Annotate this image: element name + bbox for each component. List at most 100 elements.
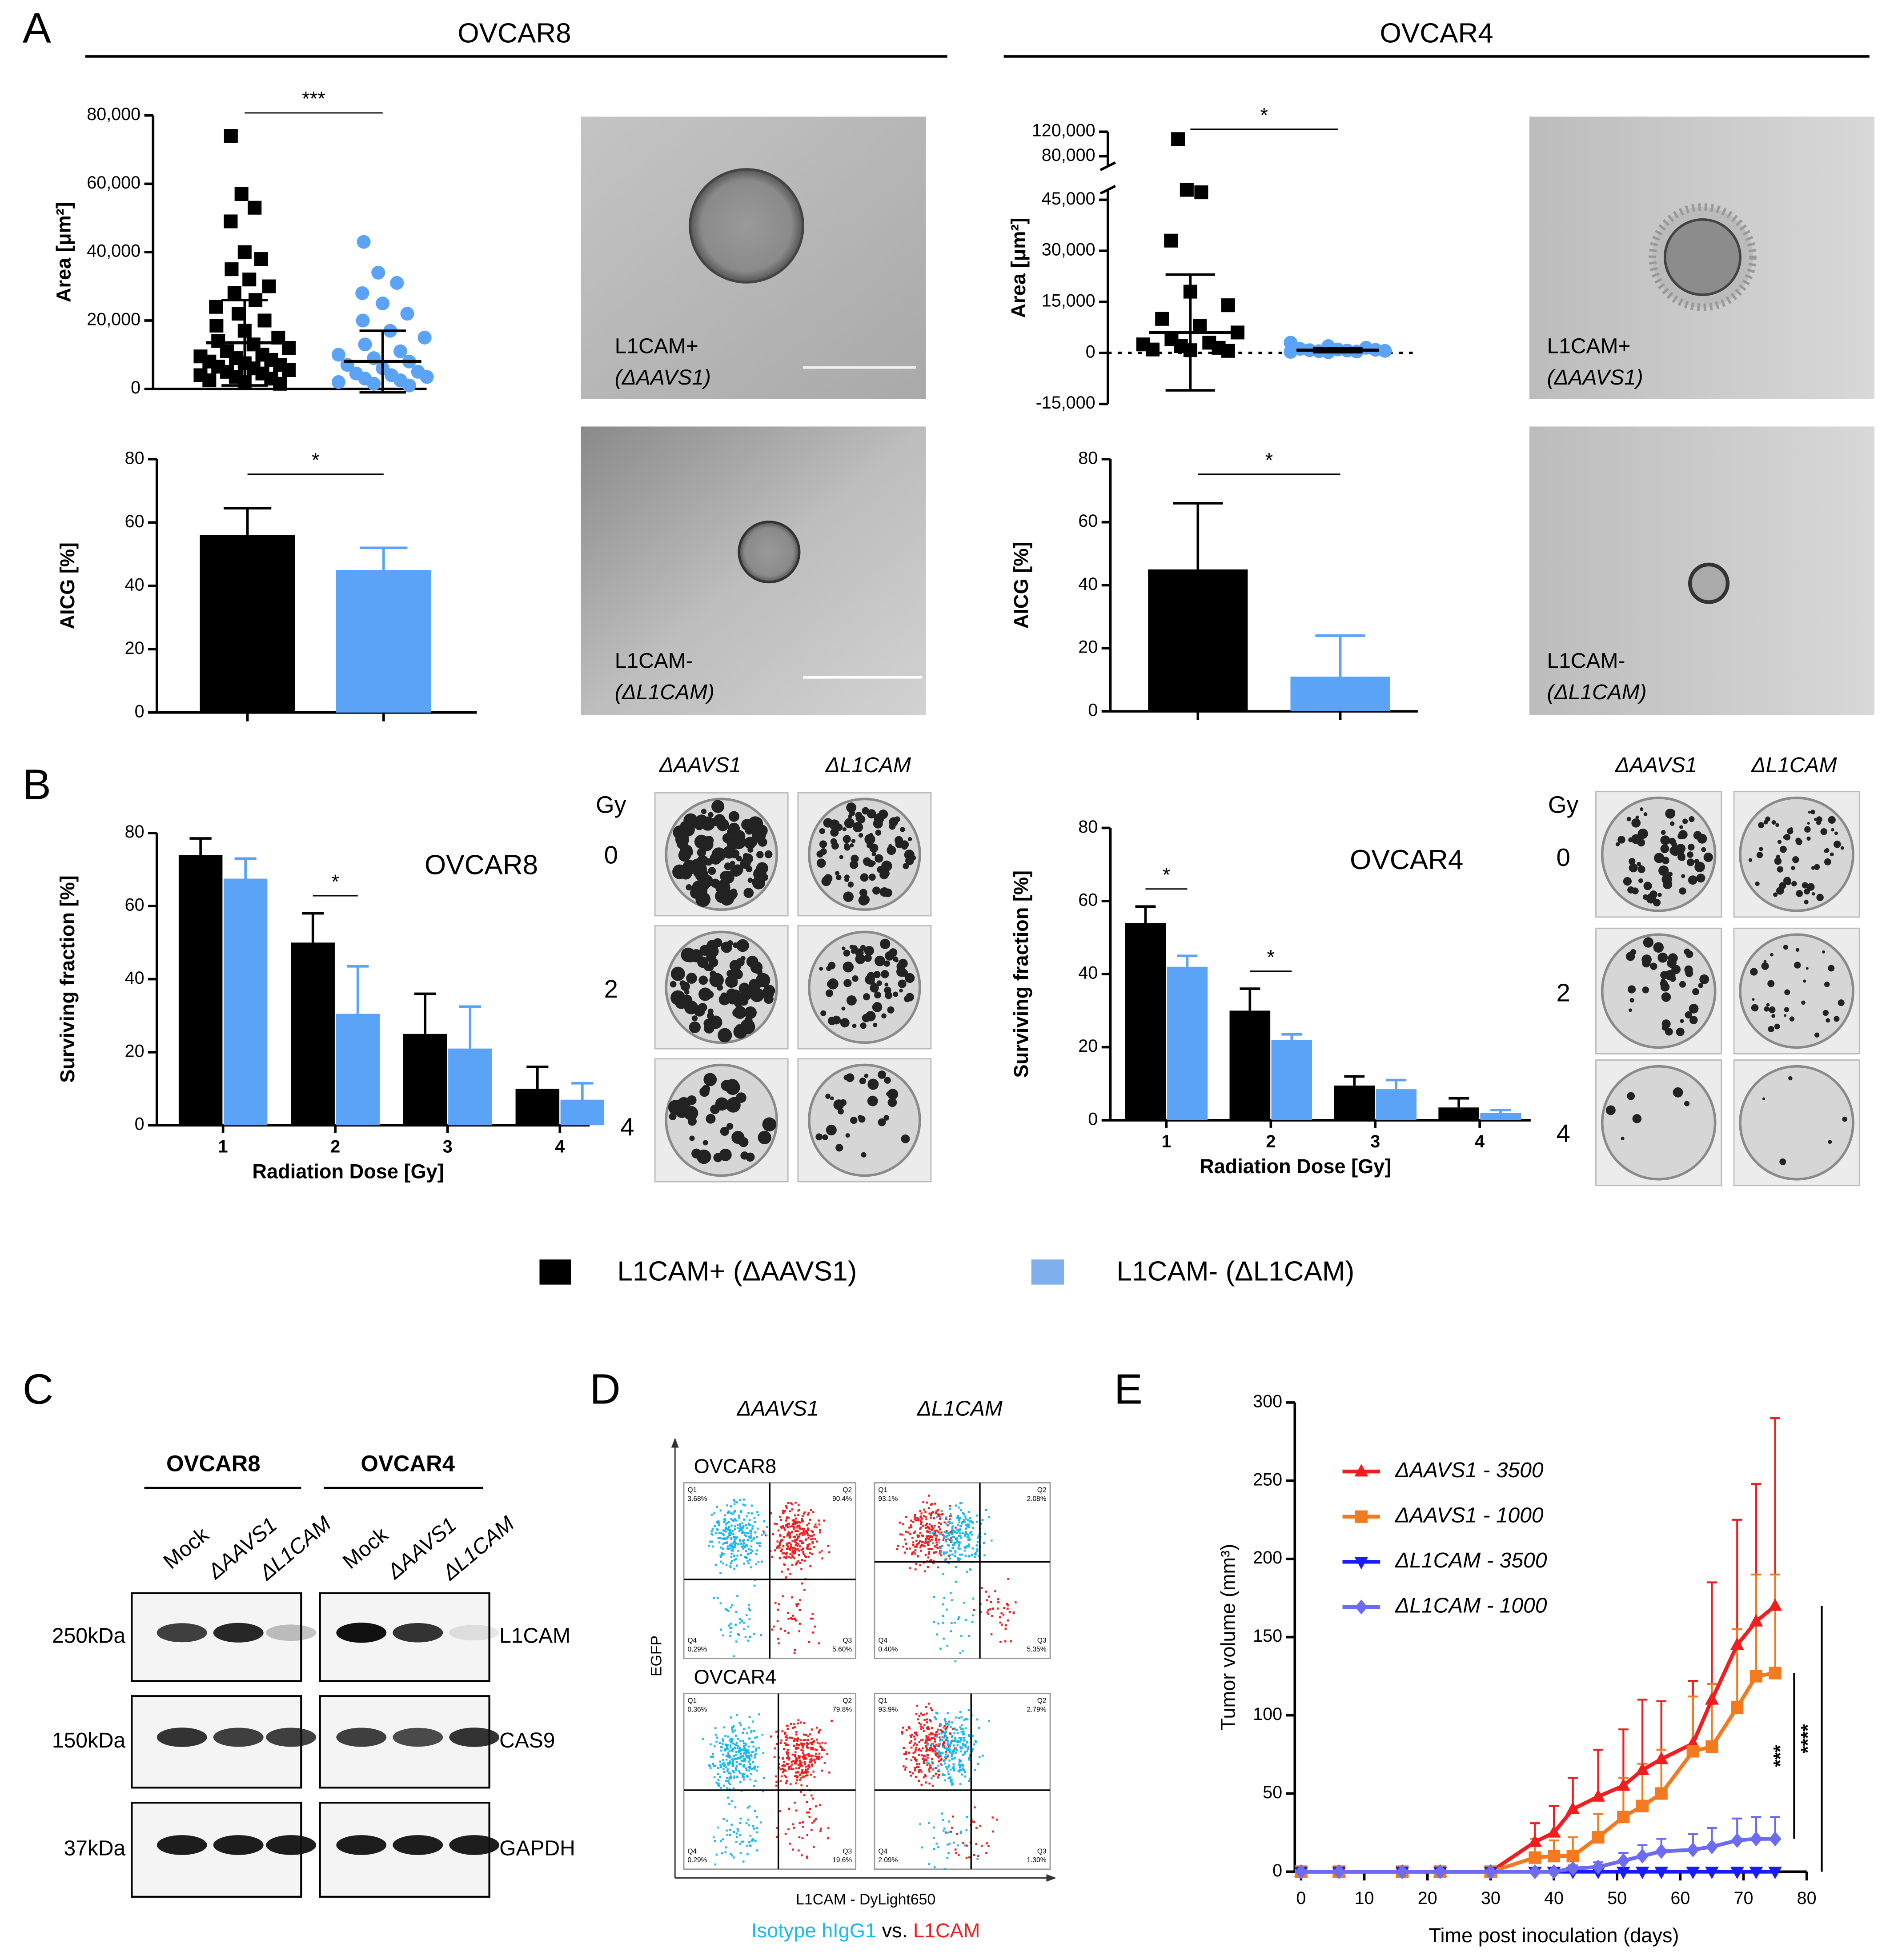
flow-event [949,1539,951,1541]
flow-event [715,1531,718,1534]
colony [845,1133,850,1138]
quadrant-name: Q4 [878,1848,887,1855]
flow-event [799,1521,802,1524]
flow-x-label: L1CAM - DyLight650 [796,1891,935,1908]
spheroid [1688,562,1730,604]
colony [725,1079,739,1093]
flow-event [740,1760,743,1762]
flow-event [805,1774,807,1777]
colony [1663,880,1673,890]
flow-event [809,1741,812,1744]
flow-event [914,1769,916,1772]
micrograph-label: (ΔL1CAM) [1547,681,1646,704]
y-tick-label: 0 [1088,700,1098,720]
flow-event [783,1556,786,1559]
flow-event [997,1601,999,1603]
flow-event [905,1729,908,1732]
flow-event [988,1720,991,1723]
flow-event [947,1538,949,1540]
flow-event [820,1756,823,1759]
marker [1616,1778,1630,1791]
flow-event [749,1763,751,1765]
flow-event [923,1730,925,1732]
x-tick-label: 1 [218,1137,228,1157]
flow-event [783,1529,786,1531]
flow-event [977,1763,979,1765]
flow-event [750,1549,752,1551]
flow-event [978,1756,981,1758]
flow-event [959,1832,962,1835]
flow-event [753,1537,755,1539]
x-tick-label: 70 [1734,1888,1754,1908]
flow-event [744,1556,747,1559]
flow-event [752,1751,754,1753]
colony [1783,877,1791,885]
colony [1771,1014,1776,1018]
x-tick-label: 0 [1296,1888,1306,1908]
colony [1681,874,1685,878]
y-tick-label: 40 [125,575,144,594]
flow-event [812,1748,814,1751]
flow-event [949,1751,951,1754]
quadrant-value: 3.68% [687,1495,707,1503]
flow-event [927,1737,929,1740]
flow-event [951,1721,953,1724]
flow-event [945,1731,947,1733]
flow-event [791,1737,793,1739]
flow-event [976,1858,979,1860]
flow-event [722,1543,724,1546]
flow-event [924,1511,927,1513]
flow-event [731,1730,734,1733]
flow-event [947,1773,950,1776]
colony [866,842,872,848]
blot-band [266,1728,317,1747]
flow-event [996,1607,999,1610]
flow-event [787,1744,789,1746]
flow-event [922,1535,924,1537]
flow-event [793,1547,795,1549]
flow-event [819,1742,821,1745]
flow-event [948,1534,951,1536]
colony [1629,858,1636,865]
colony [1807,883,1815,891]
flow-event [963,1730,965,1733]
flow-event [811,1765,814,1768]
flow-event [729,1834,731,1836]
flow-event [750,1530,752,1532]
flow-event [922,1524,925,1527]
flow-event [752,1741,754,1744]
marker [1355,1599,1368,1615]
flow-event [963,1769,965,1771]
flow-event [809,1808,811,1810]
flow-event [792,1768,795,1770]
flow-event [738,1834,741,1836]
flow-event [1012,1612,1015,1615]
colony [1752,998,1755,1001]
flow-event [959,1547,961,1550]
flow-event [797,1722,799,1725]
flow-event [914,1552,916,1555]
flow-event [804,1555,806,1557]
flow-event [744,1504,746,1507]
flow-event [784,1630,787,1632]
flow-event [816,1738,818,1741]
flow-event [757,1514,760,1516]
flow-event [744,1546,746,1548]
flow-event [728,1532,730,1535]
flow-event [779,1742,782,1744]
flow-event [735,1744,737,1746]
flow-event [810,1761,812,1763]
colony [1750,968,1758,976]
flow-event [806,1774,809,1776]
marker [1686,1842,1699,1858]
flow-event [941,1730,943,1732]
flow-event [946,1723,949,1725]
flow-event [943,1597,946,1599]
flow-event [908,1752,911,1754]
flow-event [727,1796,729,1799]
flow-event [785,1553,787,1555]
flow-event [909,1734,911,1737]
flow-event [739,1499,742,1501]
flow-event [725,1523,727,1526]
flow-event [811,1794,813,1797]
